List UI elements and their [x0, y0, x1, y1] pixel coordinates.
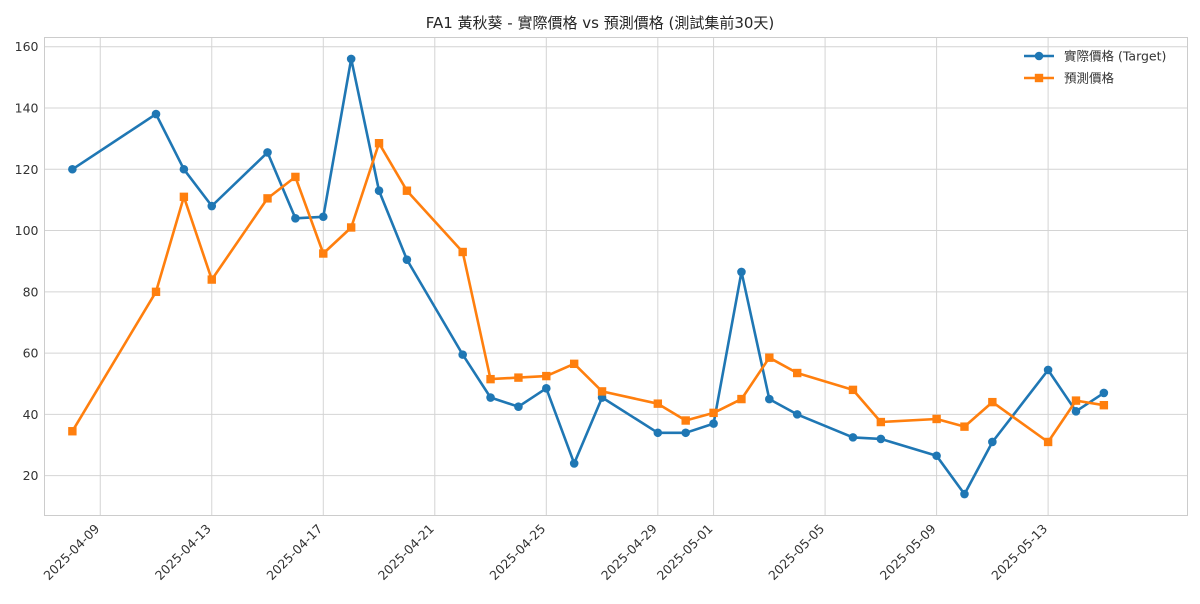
data-point-predicted	[960, 422, 969, 431]
series-line-predicted	[71, 141, 1105, 444]
data-point-predicted	[68, 427, 77, 436]
data-point-actual	[179, 164, 189, 174]
x-tick-label: 2025-05-09	[877, 521, 939, 583]
data-point-actual	[1071, 407, 1081, 416]
data-point-predicted	[291, 172, 300, 182]
data-point-actual	[737, 267, 746, 277]
data-point-predicted	[681, 416, 690, 425]
data-point-predicted	[848, 385, 858, 395]
data-point-actual	[514, 402, 523, 412]
data-point-predicted	[932, 414, 941, 424]
legend: 實際價格 (Target) 預測價格	[1024, 49, 1166, 86]
y-tick-label: 20	[23, 468, 39, 483]
chart-title: FA1 黃秋葵 - 實際價格 vs 預測價格 (測試集前30天)	[426, 14, 775, 32]
data-point-actual	[402, 255, 412, 264]
x-axis: 2025-04-09 2025-04-13 2025-04-17 2025-04-21…	[40, 521, 1050, 583]
y-axis: 20 40 60 80 100 120 140 160	[15, 39, 39, 483]
x-tick-label: 2025-04-25	[486, 521, 548, 583]
data-point-predicted	[1099, 400, 1109, 410]
x-tick-label: 2025-05-01	[654, 521, 716, 583]
data-point-predicted	[458, 247, 467, 257]
data-point-predicted	[569, 359, 579, 369]
data-point-predicted	[793, 368, 802, 378]
data-point-actual	[318, 212, 328, 222]
data-point-actual	[207, 201, 217, 211]
data-point-actual	[486, 393, 495, 402]
data-point-predicted	[653, 399, 663, 408]
data-point-predicted	[207, 275, 216, 284]
data-point-actual	[263, 148, 272, 157]
x-tick-label: 2025-04-21	[375, 521, 437, 583]
data-point-predicted	[319, 249, 328, 258]
series-line-actual	[71, 57, 1105, 496]
y-tick-label: 60	[23, 346, 39, 361]
data-point-actual	[542, 384, 551, 393]
grid	[44, 37, 1188, 516]
data-point-predicted	[597, 387, 607, 396]
legend-marker-actual	[1034, 51, 1044, 61]
x-tick-label: 2025-05-05	[765, 521, 827, 583]
x-tick-label: 2025-04-09	[40, 521, 102, 583]
data-point-predicted	[709, 408, 718, 418]
data-point-predicted	[737, 394, 746, 404]
data-point-actual	[68, 164, 77, 174]
data-point-actual	[848, 433, 858, 442]
data-point-predicted	[1043, 437, 1053, 447]
data-point-predicted	[1071, 396, 1081, 405]
data-point-actual	[932, 451, 941, 461]
y-tick-label: 120	[15, 162, 39, 177]
data-point-predicted	[263, 194, 272, 203]
data-point-actual	[1043, 365, 1053, 375]
series-layer	[68, 54, 1109, 499]
y-tick-label: 100	[15, 223, 39, 238]
data-point-actual	[681, 428, 690, 438]
data-point-actual	[876, 434, 886, 444]
x-tick-label: 2025-04-13	[152, 521, 214, 583]
data-point-actual	[374, 186, 384, 196]
legend-label-actual: 實際價格 (Target)	[1064, 49, 1166, 64]
data-point-actual	[1099, 388, 1109, 398]
x-tick-label: 2025-05-13	[988, 521, 1050, 583]
data-point-predicted	[765, 353, 774, 362]
data-point-predicted	[514, 373, 523, 382]
plot-frame	[44, 37, 1188, 516]
legend-label-predicted: 預測價格	[1064, 71, 1115, 86]
data-point-actual	[988, 437, 997, 447]
data-point-actual	[569, 459, 579, 468]
legend-marker-predicted	[1034, 73, 1044, 83]
data-point-predicted	[402, 186, 412, 195]
data-point-predicted	[179, 192, 189, 202]
y-tick-label: 140	[15, 100, 39, 115]
data-point-predicted	[151, 287, 161, 297]
data-point-predicted	[542, 371, 551, 381]
data-point-predicted	[876, 417, 886, 427]
data-point-predicted	[486, 374, 495, 384]
data-point-actual	[792, 410, 802, 419]
data-point-actual	[291, 213, 300, 223]
x-tick-label: 2025-04-29	[598, 521, 660, 583]
data-point-actual	[346, 54, 356, 64]
y-tick-label: 80	[23, 284, 39, 299]
data-point-predicted	[346, 223, 356, 232]
data-point-actual	[458, 350, 467, 359]
data-point-actual	[765, 394, 774, 404]
data-point-actual	[653, 428, 663, 438]
data-point-actual	[960, 489, 969, 499]
data-point-actual	[151, 109, 161, 119]
y-tick-label: 40	[23, 407, 39, 422]
x-tick-label: 2025-04-17	[263, 521, 325, 583]
y-tick-label: 160	[15, 39, 39, 54]
data-point-predicted	[374, 139, 384, 148]
data-point-predicted	[988, 397, 997, 407]
data-point-actual	[709, 419, 718, 428]
